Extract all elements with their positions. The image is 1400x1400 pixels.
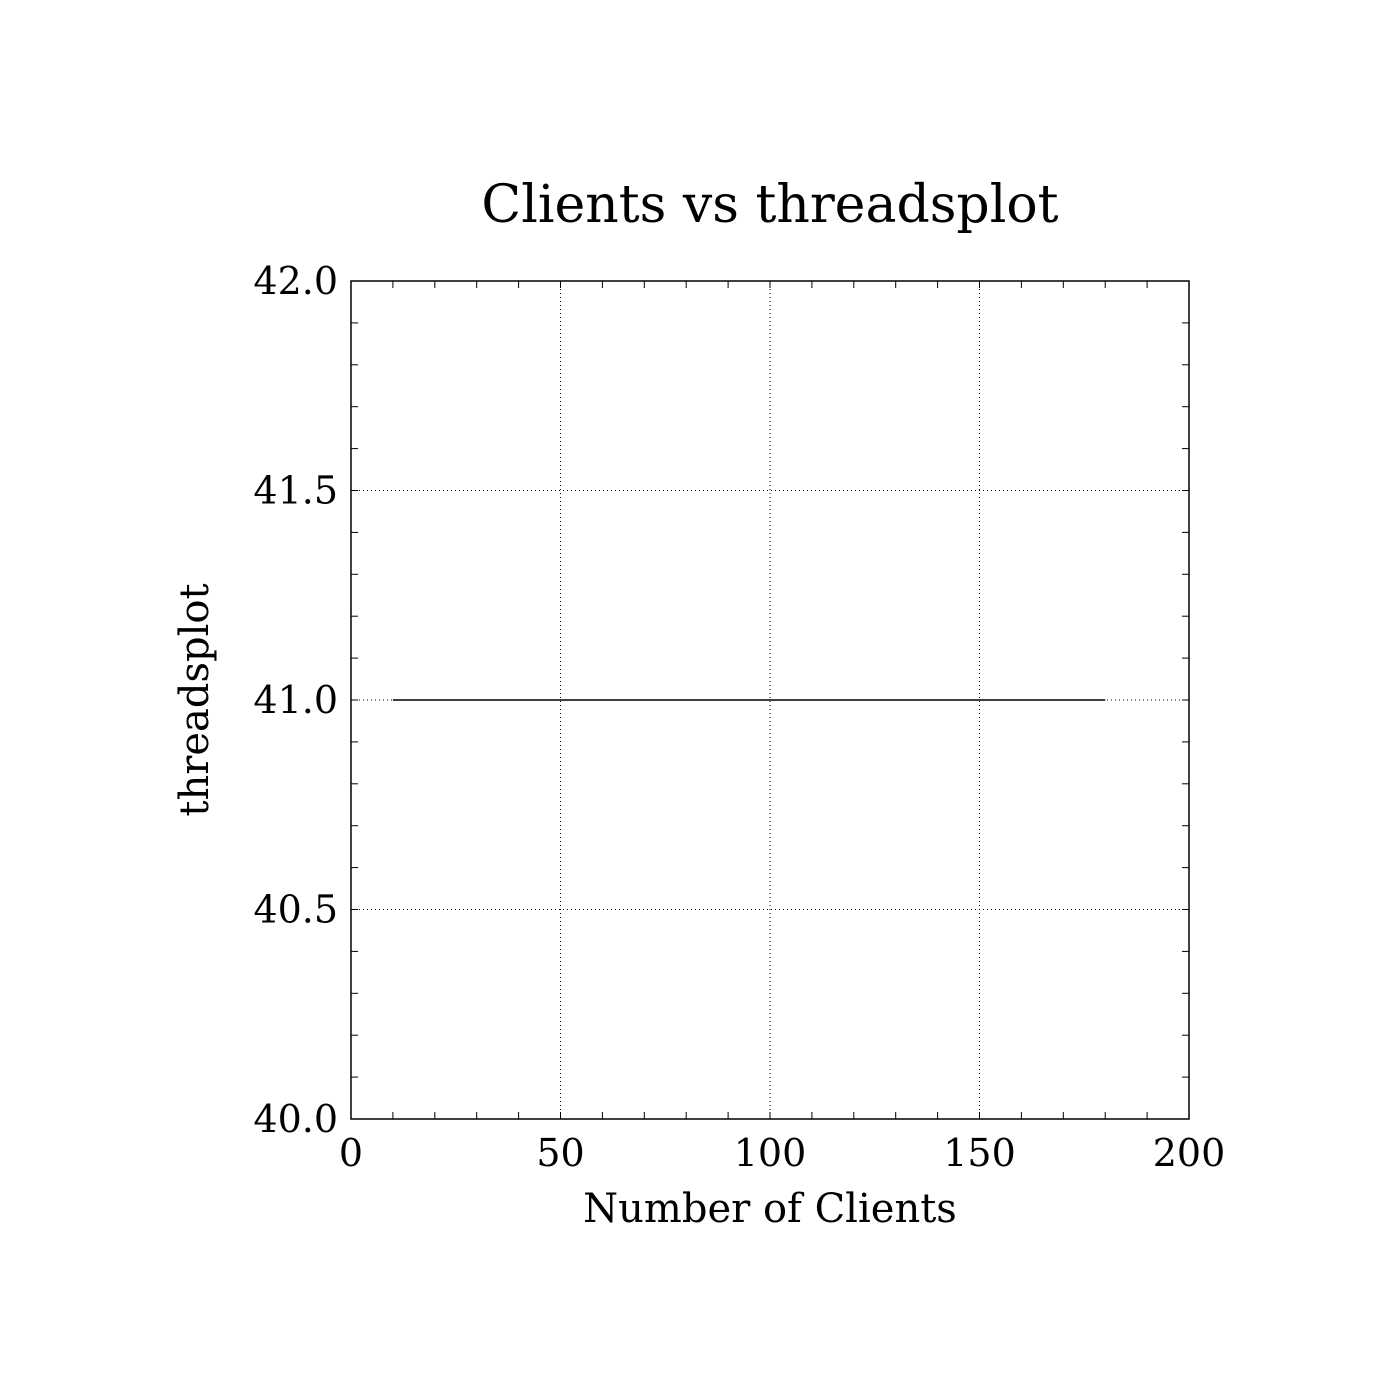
x-axis-label: Number of Clients xyxy=(583,1186,957,1232)
x-tick-label-4: 200 xyxy=(1153,1131,1226,1175)
x-tick-labels: 0 50 100 150 200 xyxy=(339,1131,1225,1175)
minor-ticks xyxy=(351,281,1189,1119)
x-tick-label-2: 100 xyxy=(734,1131,807,1175)
y-tick-label-3: 41.5 xyxy=(253,469,338,513)
chart-title: Clients vs threadsplot xyxy=(481,175,1058,235)
x-tick-label-1: 50 xyxy=(536,1131,584,1175)
plot-frame xyxy=(350,280,1190,1120)
y-tick-label-2: 41.0 xyxy=(253,678,338,722)
y-axis-label: threadsplot xyxy=(172,583,218,816)
y-tick-label-0: 40.0 xyxy=(253,1097,338,1141)
y-tick-label-4: 42.0 xyxy=(253,259,338,303)
y-tick-label-1: 40.5 xyxy=(253,888,338,932)
x-tick-label-3: 150 xyxy=(943,1131,1016,1175)
x-tick-label-0: 0 xyxy=(339,1131,363,1175)
y-tick-labels: 40.0 40.5 41.0 41.5 42.0 xyxy=(253,259,338,1141)
